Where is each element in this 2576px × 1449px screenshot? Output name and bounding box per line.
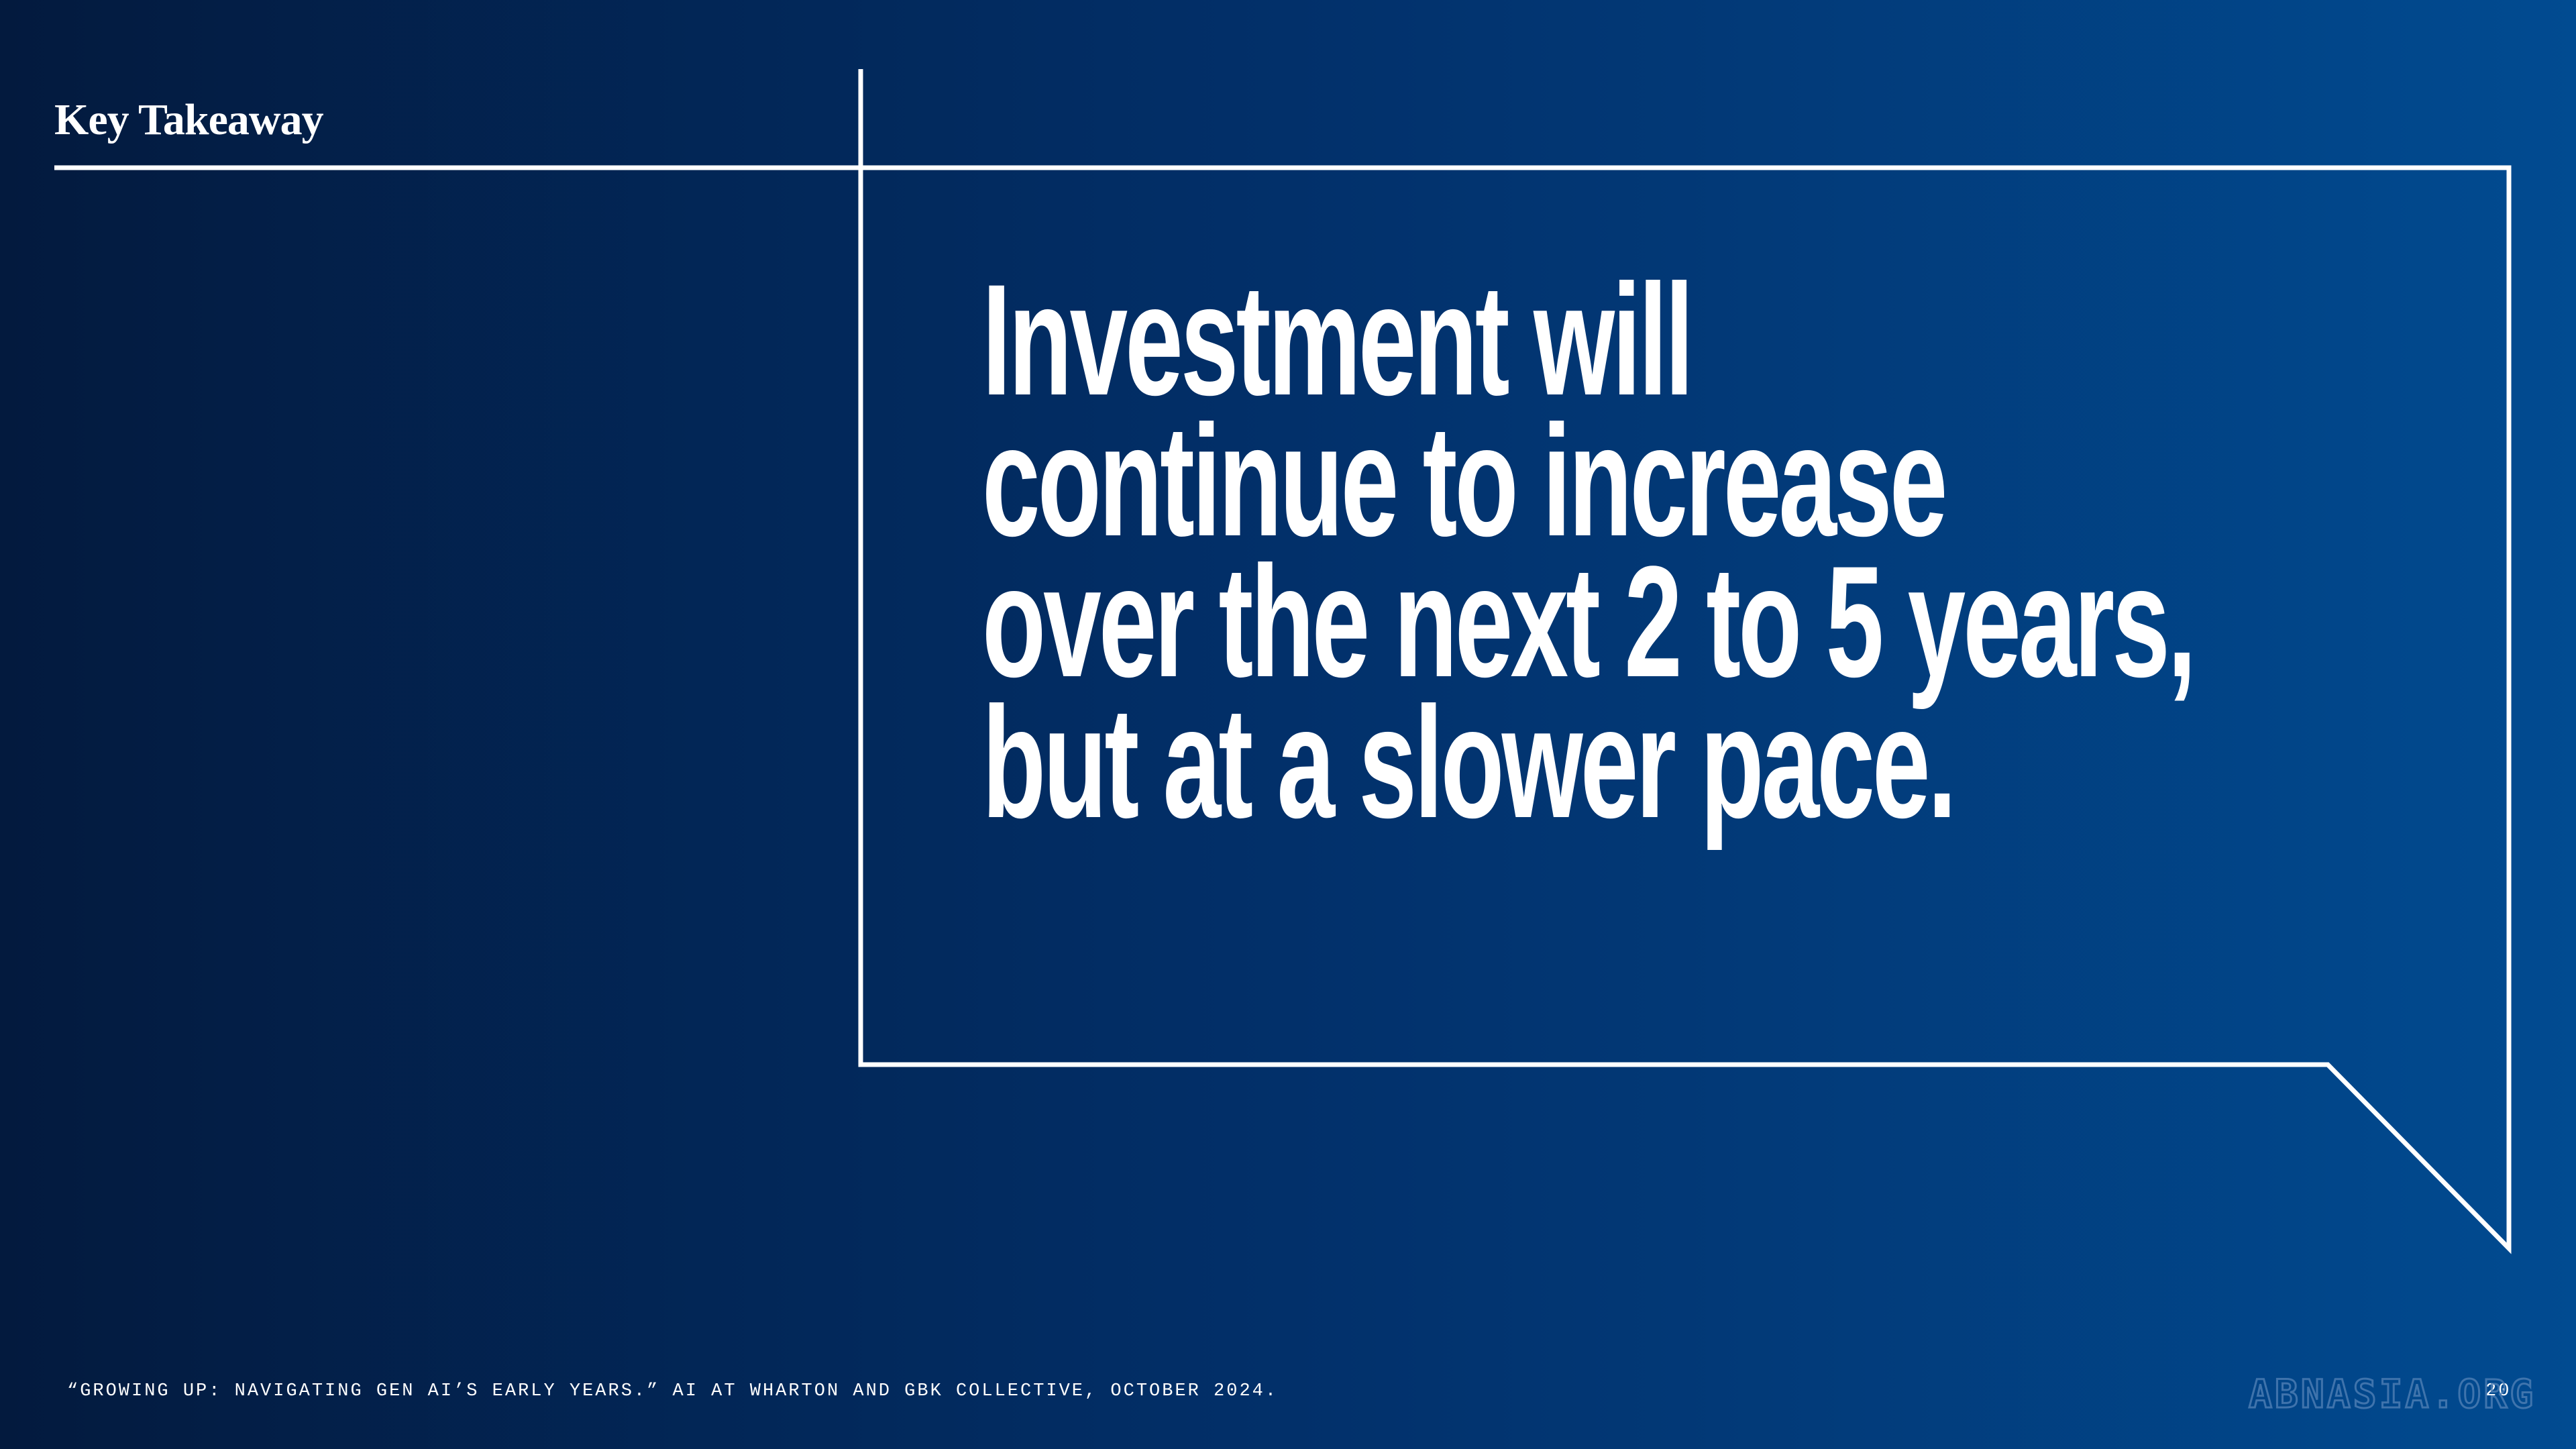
slide-title: Key Takeaway <box>54 95 324 144</box>
headline-line: over the next 2 to 5 years, <box>982 534 2194 710</box>
citation: “GROWING UP: NAVIGATING GEN AI’S EARLY Y… <box>67 1381 1278 1401</box>
speech-bubble <box>858 165 2512 1254</box>
headline-line: but at a slower pace. <box>982 675 1954 851</box>
headline-line: continue to increase <box>982 393 1945 570</box>
page-number: 20 <box>2485 1381 2511 1401</box>
watermark: ABNASIA.ORG <box>2249 1371 2536 1417</box>
headline-line: Investment will <box>982 252 1691 429</box>
